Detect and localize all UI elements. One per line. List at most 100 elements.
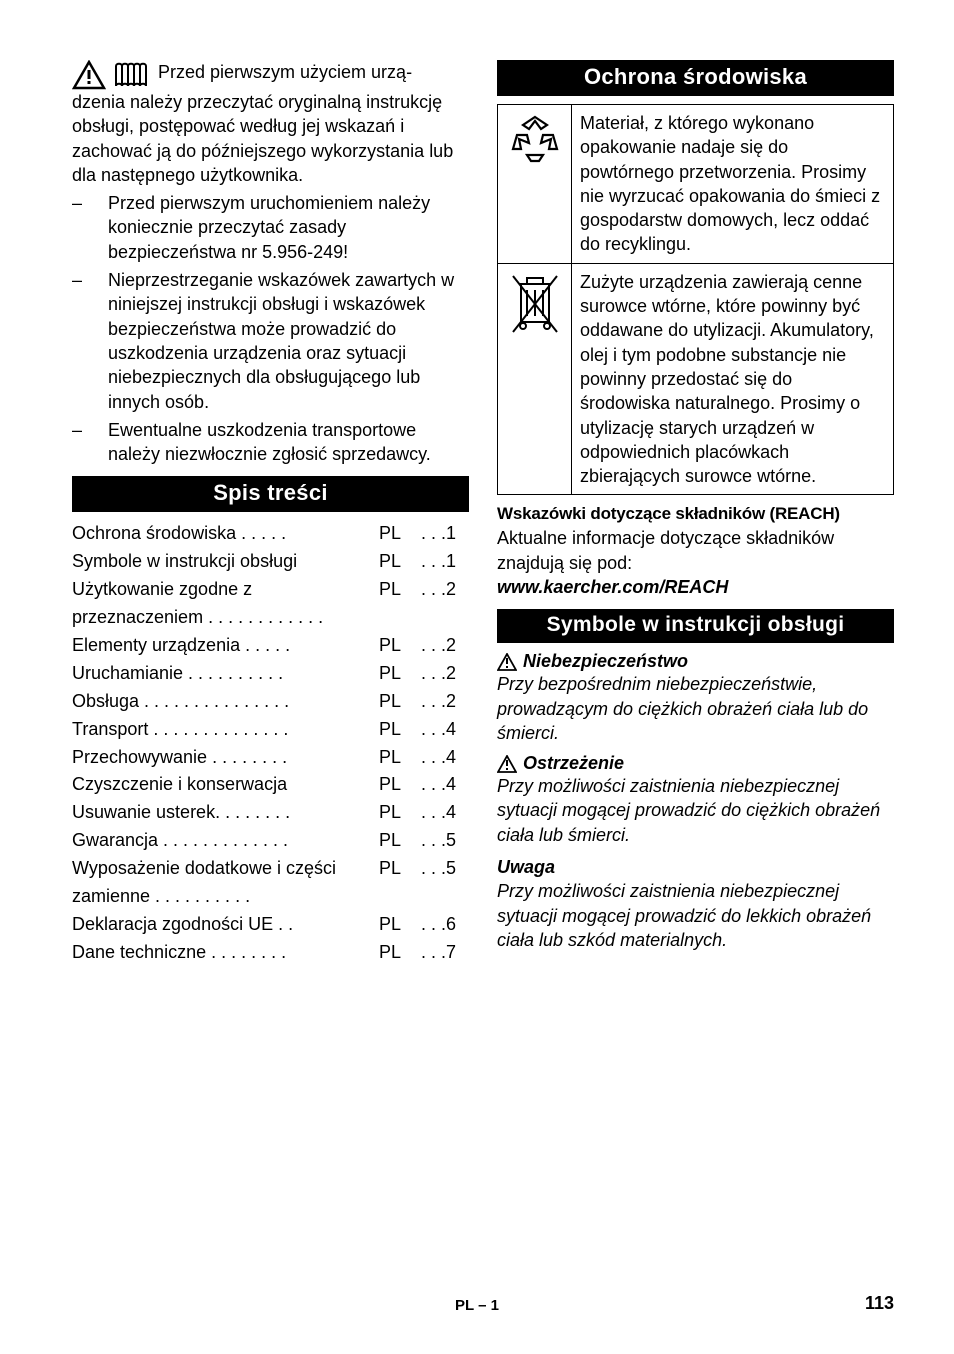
toc-page: . . .1	[421, 520, 469, 548]
toc-lang: PL	[379, 827, 421, 855]
toc-lang: PL	[379, 716, 421, 744]
toc-title: Obsługa . . . . . . . . . . . . . . .	[72, 688, 379, 716]
toc-title: Deklaracja zgodności UE . .	[72, 911, 379, 939]
toc-row: Elementy urządzenia . . . . .PL. . .2	[72, 632, 469, 660]
columns: Przed pierwszym użyciem urzą- dzenia nal…	[72, 60, 894, 967]
toc-title: Użytkowanie zgodne z przeznaczeniem . . …	[72, 576, 379, 632]
toc-title: Uruchamianie . . . . . . . . . .	[72, 660, 379, 688]
env-text-2: Zużyte urządzenia zawierają cenne surowc…	[572, 263, 894, 495]
section-bar-symbols: Symbole w instrukcji obsługi	[497, 609, 894, 643]
toc-page: . . .5	[421, 855, 469, 911]
toc: Ochrona środowiska . . . . .PL. . .1 Sym…	[72, 520, 469, 966]
warning-triangle-icon	[497, 755, 517, 773]
bullet-text: Nieprzestrzeganie wskazówek zawartych w …	[108, 268, 469, 414]
toc-page: . . .4	[421, 799, 469, 827]
crossed-bin-icon	[507, 270, 563, 338]
warning-triangle-icon	[72, 60, 106, 90]
toc-page: . . .2	[421, 660, 469, 688]
dash-icon: –	[72, 268, 108, 414]
toc-row: Uruchamianie . . . . . . . . . .PL. . .2	[72, 660, 469, 688]
toc-title: Przechowywanie . . . . . . . .	[72, 744, 379, 772]
recycle-icon-cell	[498, 105, 572, 264]
left-column: Przed pierwszym użyciem urzą- dzenia nal…	[72, 60, 469, 967]
toc-row: Transport . . . . . . . . . . . . . .PL.…	[72, 716, 469, 744]
reach-url: www.kaercher.com/REACH	[497, 575, 894, 599]
bullet-item: – Ewentualne uszkodzenia transportowe na…	[72, 418, 469, 467]
reach-text: Aktualne informacje dotyczące składników…	[497, 526, 894, 575]
toc-title: Symbole w instrukcji obsługi	[72, 548, 379, 576]
toc-title: Elementy urządzenia . . . . .	[72, 632, 379, 660]
toc-row: Usuwanie usterek. . . . . . . .PL. . .4	[72, 799, 469, 827]
right-column: Ochrona środowiska Materiał	[497, 60, 894, 967]
toc-row: Wyposażenie dodatkowe i części zamienne …	[72, 855, 469, 911]
section-bar-toc: Spis treści	[72, 476, 469, 512]
toc-page: . . .6	[421, 911, 469, 939]
toc-page: . . .5	[421, 827, 469, 855]
toc-title: Ochrona środowiska . . . . .	[72, 520, 379, 548]
section-bar-env: Ochrona środowiska	[497, 60, 894, 96]
footer-center: PL – 1	[0, 1297, 954, 1314]
dash-icon: –	[72, 191, 108, 264]
intro-rest: dzenia należy przeczytać oryginalną inst…	[72, 90, 469, 187]
reach-title: Wskazówki dotyczące składników (REACH)	[497, 503, 894, 526]
toc-lang: PL	[379, 520, 421, 548]
toc-page: . . .2	[421, 576, 469, 632]
toc-row: Deklaracja zgodności UE . .PL. . .6	[72, 911, 469, 939]
toc-page: . . .2	[421, 688, 469, 716]
bullet-text: Ewentualne uszkodzenia transportowe nale…	[108, 418, 469, 467]
toc-page: . . .7	[421, 939, 469, 967]
toc-lang: PL	[379, 632, 421, 660]
toc-title: Usuwanie usterek. . . . . . . .	[72, 799, 379, 827]
bullet-item: – Przed pierwszym uruchomieniem należy k…	[72, 191, 469, 264]
intro-first-line: Przed pierwszym użyciem urzą-	[158, 60, 412, 90]
toc-row: Gwarancja . . . . . . . . . . . . .PL. .…	[72, 827, 469, 855]
toc-row: Dane techniczne . . . . . . . .PL. . .7	[72, 939, 469, 967]
toc-page: . . .4	[421, 744, 469, 772]
toc-row: Symbole w instrukcji obsługiPL. . .1	[72, 548, 469, 576]
warning-text: Przy możliwości zaistnienia niebezpieczn…	[497, 774, 894, 847]
table-row: Materiał, z którego wykonano opakowanie …	[498, 105, 894, 264]
warning-label: Ostrzeżenie	[523, 753, 624, 774]
toc-row: Czyszczenie i konserwacjaPL. . .4	[72, 771, 469, 799]
danger-heading: Niebezpieczeństwo	[497, 651, 894, 672]
toc-title: Transport . . . . . . . . . . . . . .	[72, 716, 379, 744]
toc-lang: PL	[379, 799, 421, 827]
warning-heading: Ostrzeżenie	[497, 753, 894, 774]
toc-row: Użytkowanie zgodne z przeznaczeniem . . …	[72, 576, 469, 632]
danger-label: Niebezpieczeństwo	[523, 651, 688, 672]
toc-lang: PL	[379, 660, 421, 688]
toc-lang: PL	[379, 744, 421, 772]
toc-title: Czyszczenie i konserwacja	[72, 771, 379, 799]
toc-lang: PL	[379, 548, 421, 576]
recycle-icon	[507, 111, 563, 167]
toc-page: . . .1	[421, 548, 469, 576]
bullet-text: Przed pierwszym uruchomieniem należy kon…	[108, 191, 469, 264]
intro-block: Przed pierwszym użyciem urzą-	[72, 60, 469, 90]
intro-icons	[72, 60, 152, 90]
toc-title: Wyposażenie dodatkowe i części zamienne …	[72, 855, 379, 911]
toc-lang: PL	[379, 688, 421, 716]
caution-label: Uwaga	[497, 855, 894, 879]
warning-triangle-icon	[497, 653, 517, 671]
toc-page: . . .2	[421, 632, 469, 660]
toc-title: Gwarancja . . . . . . . . . . . . .	[72, 827, 379, 855]
toc-row: Przechowywanie . . . . . . . .PL. . .4	[72, 744, 469, 772]
toc-lang: PL	[379, 771, 421, 799]
page: Przed pierwszym użyciem urzą- dzenia nal…	[0, 0, 954, 1354]
weee-icon-cell	[498, 263, 572, 495]
danger-text: Przy bezpośrednim niebezpieczeństwie, pr…	[497, 672, 894, 745]
intro-bullets: – Przed pierwszym uruchomieniem należy k…	[72, 191, 469, 466]
toc-row: Obsługa . . . . . . . . . . . . . . .PL.…	[72, 688, 469, 716]
open-book-icon	[112, 60, 152, 90]
dash-icon: –	[72, 418, 108, 467]
toc-page: . . .4	[421, 716, 469, 744]
toc-page: . . .4	[421, 771, 469, 799]
toc-lang: PL	[379, 855, 421, 911]
toc-lang: PL	[379, 939, 421, 967]
caution-text: Przy możliwości zaistnienia niebezpieczn…	[497, 879, 894, 952]
env-text-1: Materiał, z którego wykonano opakowanie …	[572, 105, 894, 264]
toc-lang: PL	[379, 911, 421, 939]
toc-row: Ochrona środowiska . . . . .PL. . .1	[72, 520, 469, 548]
toc-title: Dane techniczne . . . . . . . .	[72, 939, 379, 967]
table-row: Zużyte urządzenia zawierają cenne surowc…	[498, 263, 894, 495]
